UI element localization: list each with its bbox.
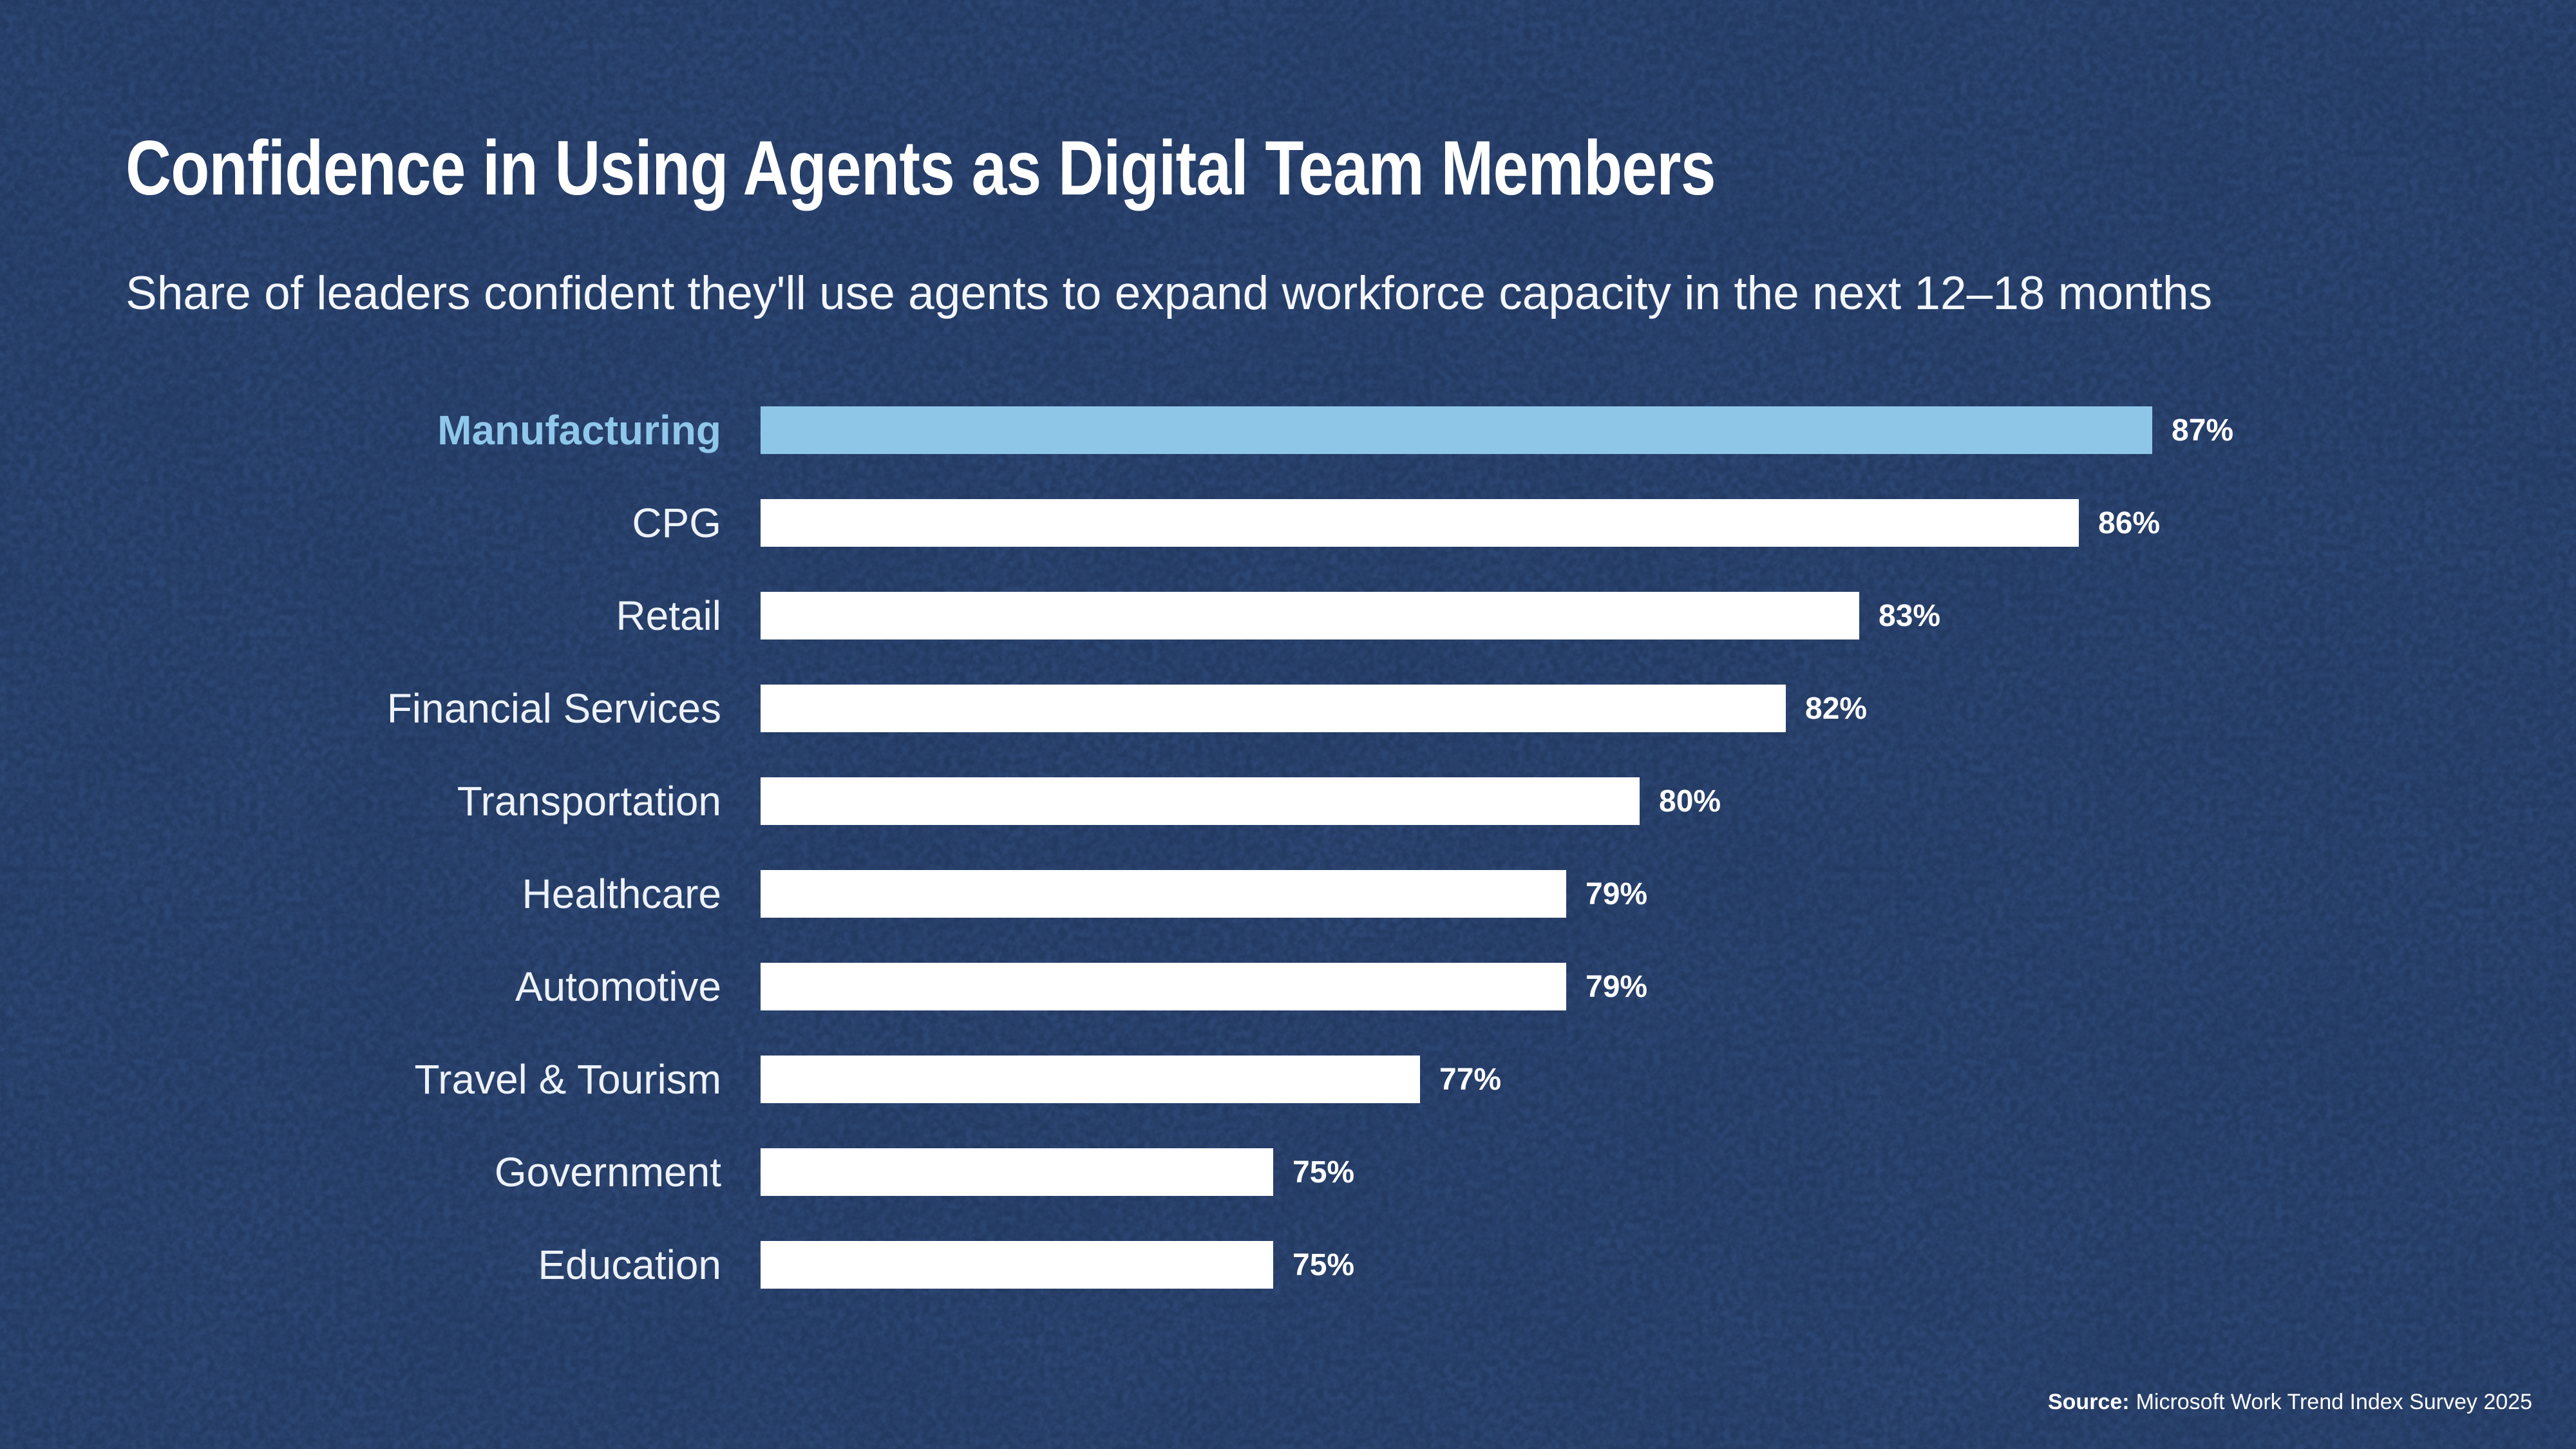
- chart-row: Automotive 79%: [0, 940, 2576, 1033]
- category-label: Automotive: [515, 963, 721, 1010]
- source-label: Source:: [2047, 1390, 2130, 1414]
- value-label: 77%: [1439, 1062, 1502, 1097]
- bar-track: 75%: [761, 1148, 2576, 1196]
- chart-row: CPG 86%: [0, 477, 2576, 569]
- bar: [761, 963, 1566, 1010]
- bar: [761, 1148, 1273, 1196]
- chart-row: Travel & Tourism 77%: [0, 1033, 2576, 1126]
- bar-track: 82%: [761, 685, 2576, 732]
- category-label: Financial Services: [386, 685, 721, 732]
- category-label: Retail: [616, 592, 721, 639]
- bar-track: 77%: [761, 1056, 2576, 1103]
- bar-track: 79%: [761, 963, 2576, 1010]
- category-label: CPG: [632, 500, 721, 546]
- chart-subtitle: Share of leaders confident they'll use a…: [126, 267, 2213, 319]
- chart-row: Retail 83%: [0, 569, 2576, 662]
- category-label: Healthcare: [522, 871, 722, 917]
- bar-track: 75%: [761, 1241, 2576, 1289]
- bar-track: 79%: [761, 870, 2576, 918]
- bar: [761, 870, 1566, 918]
- chart-row: Education 75%: [0, 1218, 2576, 1311]
- value-label: 87%: [2172, 413, 2234, 448]
- chart-row: Financial Services 82%: [0, 662, 2576, 755]
- bar: [761, 1056, 1420, 1103]
- bar: [761, 592, 1859, 639]
- value-label: 79%: [1586, 876, 1648, 911]
- category-label: Government: [494, 1149, 721, 1195]
- chart-row: Government 75%: [0, 1126, 2576, 1218]
- bar-track: 87%: [761, 406, 2576, 454]
- category-label: Manufacturing: [437, 407, 721, 453]
- chart-title: Confidence in Using Agents as Digital Te…: [126, 125, 1716, 211]
- value-label: 75%: [1293, 1247, 1355, 1282]
- value-label: 79%: [1586, 969, 1648, 1004]
- bar: [761, 406, 2152, 454]
- value-label: 86%: [2098, 506, 2161, 540]
- bar-track: 83%: [761, 592, 2576, 639]
- bar-track: 86%: [761, 499, 2576, 547]
- bar: [761, 685, 1786, 732]
- chart-row: Healthcare 79%: [0, 848, 2576, 940]
- value-label: 83%: [1879, 598, 1941, 633]
- value-label: 80%: [1659, 784, 1721, 819]
- category-label: Education: [538, 1242, 721, 1288]
- category-label: Transportation: [457, 778, 721, 824]
- bar-track: 80%: [761, 777, 2576, 825]
- value-label: 82%: [1805, 691, 1868, 726]
- bar-chart: Manufacturing 87% CPG 86% Retail 83% Financial…: [0, 384, 2576, 1311]
- bar: [761, 1241, 1273, 1289]
- value-label: 75%: [1293, 1155, 1355, 1189]
- bar: [761, 777, 1640, 825]
- bar: [761, 499, 2079, 547]
- chart-row: Manufacturing 87%: [0, 384, 2576, 477]
- chart-row: Transportation 80%: [0, 755, 2576, 848]
- source-note: Source: Microsoft Work Trend Index Survey…: [2048, 1390, 2532, 1415]
- source-text: Microsoft Work Trend Index Survey 2025: [2136, 1390, 2532, 1414]
- category-label: Travel & Tourism: [414, 1056, 721, 1103]
- chart-rows: Manufacturing 87% CPG 86% Retail 83% Financial…: [0, 384, 2576, 1311]
